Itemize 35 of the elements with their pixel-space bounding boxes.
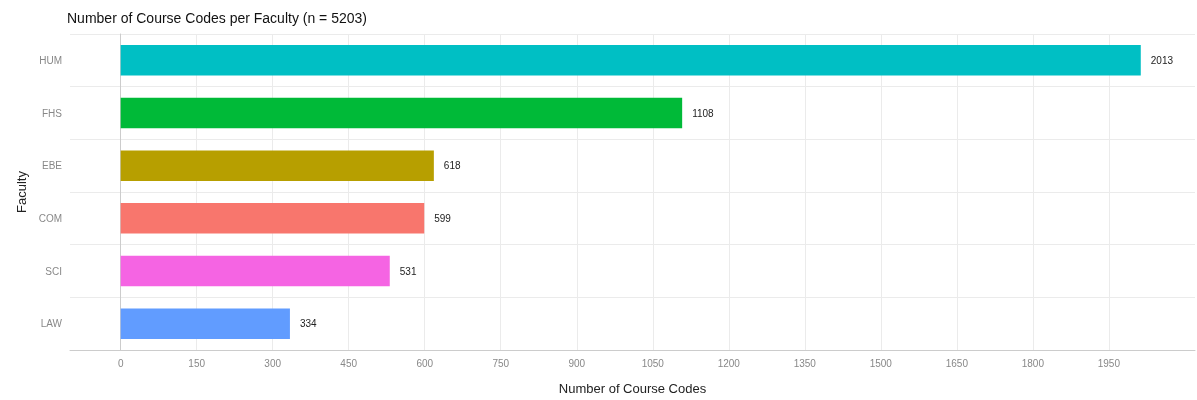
y-tick-label: FHS: [42, 107, 63, 119]
x-tick-label: 1950: [1097, 357, 1121, 369]
x-tick-label: 900: [568, 357, 586, 369]
chart-title: Number of Course Codes per Faculty (n = 5203): [67, 10, 367, 26]
y-axis-title: Faculty: [13, 170, 29, 213]
data-label: 334: [299, 318, 318, 330]
data-label: 618: [443, 160, 461, 172]
bar: [120, 45, 1141, 76]
x-tick-label: 150: [188, 357, 206, 369]
x-tick-label: 1200: [717, 357, 741, 369]
y-tick-label: COM: [38, 212, 62, 224]
y-tick-label: SCI: [45, 265, 62, 277]
data-label: 1108: [692, 107, 715, 119]
x-tick-label: 750: [492, 357, 510, 369]
x-tick-label: 600: [416, 357, 434, 369]
y-tick-label: LAW: [40, 318, 63, 330]
x-tick-label: 1350: [793, 357, 817, 369]
bar: [120, 203, 425, 234]
bar: [120, 97, 683, 129]
x-tick-label: 300: [264, 357, 282, 369]
bar: [120, 308, 290, 339]
bar: [120, 255, 390, 287]
x-tick-label: 0: [117, 357, 124, 369]
data-label: 2013: [1150, 54, 1174, 66]
bar: [120, 150, 434, 181]
x-axis-title: Number of Course Codes: [558, 381, 707, 396]
data-label: 531: [399, 265, 417, 277]
x-tick-label: 1650: [945, 357, 969, 369]
x-tick-label: 1050: [641, 357, 665, 369]
data-label: 599: [434, 212, 452, 224]
x-tick-label: 1800: [1021, 357, 1045, 369]
y-tick-label: EBE: [41, 160, 63, 172]
x-tick-label: 1500: [869, 357, 893, 369]
x-tick-label: 450: [340, 357, 358, 369]
y-tick-label: HUM: [39, 54, 62, 66]
